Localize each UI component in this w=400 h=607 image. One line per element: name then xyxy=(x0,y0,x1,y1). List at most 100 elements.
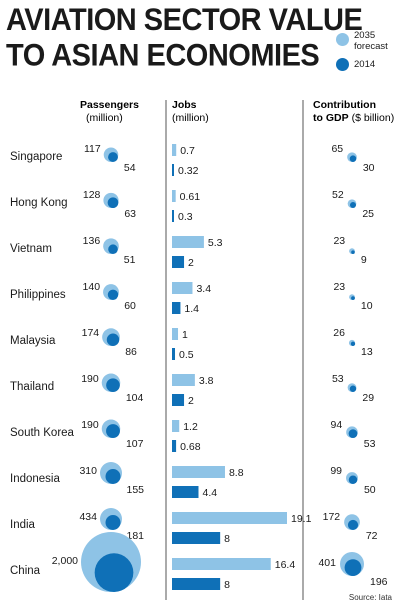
gdp-bubble-2014-south-korea xyxy=(348,429,358,438)
source-note: Source: Iata xyxy=(348,593,392,602)
gdp-label-2014-malaysia: 13 xyxy=(361,346,373,358)
gdp-label-forecast-south-korea: 94 xyxy=(331,419,343,431)
jobs-bar-2014-vietnam xyxy=(172,256,185,268)
jobs-label-2014-singapore: 0.32 xyxy=(178,165,199,177)
jobs-label-forecast-china: 16.4 xyxy=(275,559,296,571)
passengers-label-2014-indonesia: 155 xyxy=(127,484,145,496)
gdp-label-2014-south-korea: 53 xyxy=(364,438,376,450)
chart-title: AVIATION SECTOR VALUE TO ASIAN ECONOMIES xyxy=(6,3,363,74)
jobs-bar-forecast-thailand xyxy=(172,374,195,386)
country-label-philippines: Philippines xyxy=(10,289,66,301)
passengers-column-title: Passengers xyxy=(80,99,139,111)
jobs-label-forecast-india: 19.1 xyxy=(291,513,312,525)
legend-swatch-forecast xyxy=(336,33,349,46)
passengers-bubble-2014-thailand xyxy=(106,378,120,392)
legend-swatch-current xyxy=(336,58,349,71)
passengers-column-unit: (million) xyxy=(86,112,123,124)
country-label-thailand: Thailand xyxy=(10,381,54,393)
passengers-label-2014-philippines: 60 xyxy=(124,300,136,312)
jobs-label-2014-india: 8 xyxy=(224,533,230,545)
gdp-label-2014-hong-kong: 25 xyxy=(362,208,374,220)
jobs-bar-forecast-malaysia xyxy=(172,328,179,340)
gdp-bubble-2014-india xyxy=(347,519,359,530)
jobs-label-2014-vietnam: 2 xyxy=(188,257,194,269)
passengers-bubble-2014-south-korea xyxy=(106,424,120,438)
gdp-bubble-2014-hong-kong xyxy=(350,202,356,208)
jobs-bar-forecast-south-korea xyxy=(172,420,180,432)
jobs-label-2014-south-korea: 0.68 xyxy=(180,441,201,453)
jobs-bar-2014-indonesia xyxy=(172,486,199,498)
passengers-label-forecast-philippines: 140 xyxy=(83,281,101,293)
jobs-label-forecast-singapore: 0.7 xyxy=(180,145,195,157)
jobs-bar-forecast-indonesia xyxy=(172,466,225,478)
jobs-label-forecast-malaysia: 1 xyxy=(182,329,188,341)
jobs-bar-2014-singapore xyxy=(172,164,174,176)
jobs-bar-2014-china xyxy=(172,578,221,590)
country-label-hong-kong: Hong Kong xyxy=(10,197,68,209)
jobs-bar-forecast-vietnam xyxy=(172,236,204,248)
gdp-label-forecast-indonesia: 99 xyxy=(330,465,342,477)
jobs-label-2014-china: 8 xyxy=(224,579,230,591)
passengers-bubble-2014-philippines xyxy=(107,289,119,300)
gdp-column-title-line-2: to GDP ($ billion) xyxy=(313,112,394,124)
country-label-indonesia: Indonesia xyxy=(10,473,60,485)
gdp-bubble-2014-china xyxy=(344,559,362,576)
gdp-column-title-line-1: Contribution xyxy=(313,99,376,111)
jobs-bar-forecast-china xyxy=(172,558,271,570)
gdp-label-forecast-china: 401 xyxy=(318,557,336,569)
gdp-label-forecast-thailand: 53 xyxy=(332,373,344,385)
chart-title-line-1: AVIATION SECTOR VALUE xyxy=(6,3,363,38)
jobs-label-2014-philippines: 1.4 xyxy=(184,303,199,315)
jobs-label-2014-hong-kong: 0.3 xyxy=(178,211,193,223)
gdp-bubble-2014-malaysia xyxy=(350,341,356,346)
jobs-label-forecast-south-korea: 1.2 xyxy=(183,421,198,433)
jobs-bar-2014-india xyxy=(172,532,221,544)
passengers-bubble-2014-vietnam xyxy=(108,244,118,254)
passengers-label-2014-malaysia: 86 xyxy=(125,346,137,358)
jobs-label-forecast-indonesia: 8.8 xyxy=(229,467,244,479)
passengers-label-2014-singapore: 54 xyxy=(124,162,136,174)
country-label-malaysia: Malaysia xyxy=(10,335,56,347)
gdp-bubble-2014-thailand xyxy=(349,385,357,392)
jobs-column-title: Jobs xyxy=(172,99,197,111)
passengers-label-forecast-vietnam: 136 xyxy=(83,235,101,247)
jobs-label-forecast-thailand: 3.8 xyxy=(199,375,214,387)
passengers-label-2014-south-korea: 107 xyxy=(126,438,144,450)
jobs-bar-forecast-hong-kong xyxy=(172,190,176,202)
passengers-label-forecast-hong-kong: 128 xyxy=(83,189,101,201)
passengers-label-forecast-india: 434 xyxy=(79,511,97,523)
passengers-label-forecast-malaysia: 174 xyxy=(82,327,100,339)
gdp-label-2014-thailand: 29 xyxy=(362,392,374,404)
jobs-label-2014-indonesia: 4.4 xyxy=(202,487,217,499)
jobs-bar-2014-hong-kong xyxy=(172,210,174,222)
jobs-label-forecast-hong-kong: 0.61 xyxy=(180,191,201,203)
gdp-label-forecast-philippines: 23 xyxy=(333,281,345,293)
passengers-bubble-2014-hong-kong xyxy=(107,197,119,208)
gdp-label-2014-vietnam: 9 xyxy=(361,254,367,266)
jobs-bar-2014-thailand xyxy=(172,394,185,406)
passengers-label-2014-vietnam: 51 xyxy=(124,254,136,266)
passengers-label-forecast-south-korea: 190 xyxy=(81,419,99,431)
gdp-bubble-2014-singapore xyxy=(349,155,357,162)
jobs-label-forecast-philippines: 3.4 xyxy=(196,283,211,295)
jobs-bar-forecast-india xyxy=(172,512,287,524)
gdp-label-forecast-vietnam: 23 xyxy=(333,235,345,247)
legend-label-current: 2014 xyxy=(354,59,376,70)
jobs-label-2014-thailand: 2 xyxy=(188,395,194,407)
passengers-label-forecast-indonesia: 310 xyxy=(79,465,97,477)
gdp-label-2014-china: 196 xyxy=(370,576,388,588)
passengers-label-forecast-thailand: 190 xyxy=(81,373,99,385)
gdp-label-forecast-india: 172 xyxy=(323,511,341,523)
country-label-india: India xyxy=(10,519,36,531)
country-label-china: China xyxy=(10,565,41,577)
passengers-label-forecast-singapore: 117 xyxy=(84,143,101,155)
passengers-bubble-2014-malaysia xyxy=(106,333,120,346)
legend-label-forecast: 2035 forecast xyxy=(354,30,388,52)
jobs-bar-2014-philippines xyxy=(172,302,181,314)
gdp-bubble-2014-vietnam xyxy=(351,250,355,254)
gdp-label-forecast-hong-kong: 52 xyxy=(332,189,344,201)
passengers-label-forecast-china: 2,000 xyxy=(52,555,78,567)
jobs-bar-2014-south-korea xyxy=(172,440,177,452)
